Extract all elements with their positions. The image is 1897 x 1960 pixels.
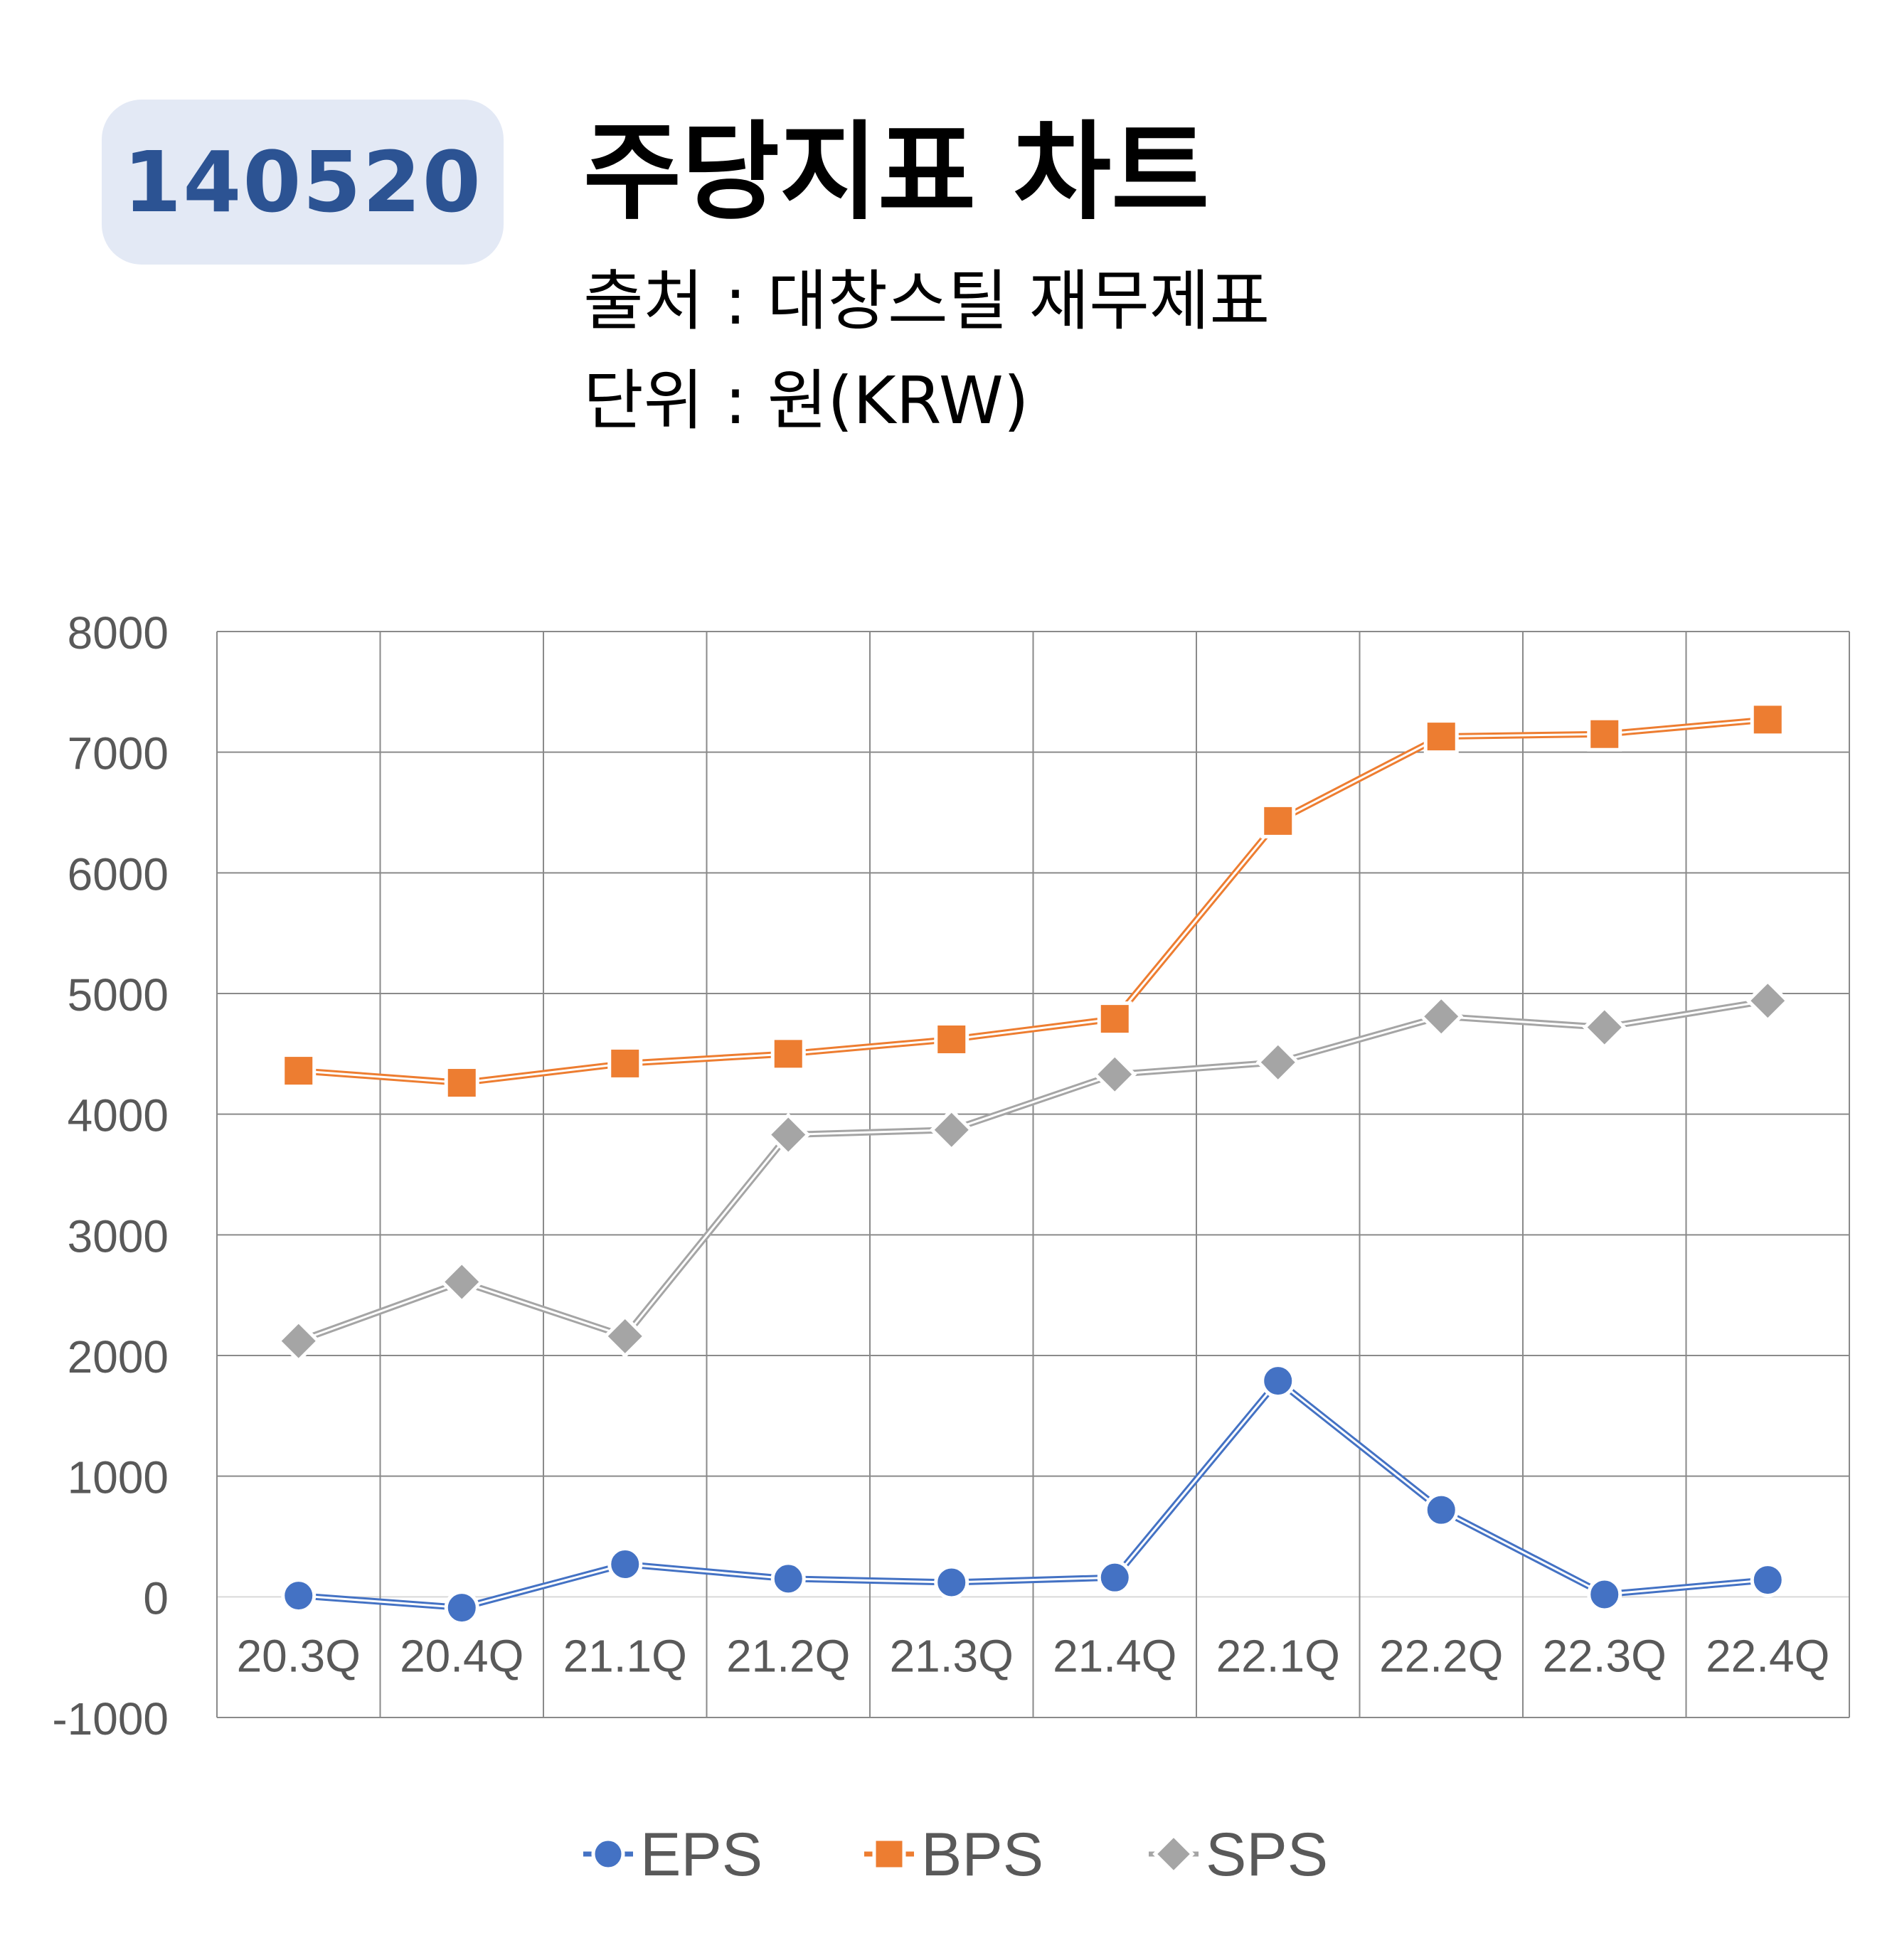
data-point-circle <box>1587 1577 1622 1612</box>
data-point-circle <box>934 1565 969 1600</box>
legend-label: SPS <box>1206 1821 1328 1889</box>
data-point-diamond <box>276 1319 321 1363</box>
x-tick-label: 21.4Q <box>1053 1630 1176 1681</box>
chart-legend: EPS BPS SPS <box>583 1821 1328 1889</box>
legend-label: BPS <box>921 1821 1043 1889</box>
x-tick-label: 20.3Q <box>237 1630 361 1681</box>
legend-item-sps: SPS <box>1149 1821 1328 1889</box>
y-tick-label: 6000 <box>68 848 169 900</box>
data-point-circle <box>281 1578 317 1614</box>
data-point-square <box>1260 803 1296 838</box>
y-tick-label: 0 <box>143 1572 169 1624</box>
series-line-inner <box>298 999 1768 1343</box>
data-point-diamond <box>766 1112 811 1157</box>
legend-label: EPS <box>640 1821 762 1889</box>
data-point-square <box>1423 719 1459 755</box>
data-point-square <box>1097 1001 1132 1037</box>
data-point-square <box>1750 702 1785 737</box>
y-tick-label: -1000 <box>52 1693 169 1745</box>
data-point-diamond <box>1093 1052 1137 1097</box>
x-tick-label: 22.1Q <box>1216 1630 1340 1681</box>
data-point-diamond <box>1152 1833 1195 1875</box>
legend-item-eps: EPS <box>583 1821 762 1889</box>
x-tick-label: 21.1Q <box>563 1630 687 1681</box>
data-point-diamond <box>1745 979 1790 1023</box>
chart-series <box>276 702 1790 1626</box>
x-tick-label: 22.3Q <box>1543 1630 1667 1681</box>
series-bps <box>281 702 1785 1101</box>
data-point-diamond <box>929 1107 974 1152</box>
x-tick-label: 22.4Q <box>1706 1630 1829 1681</box>
y-tick-label: 8000 <box>68 607 169 659</box>
data-point-circle <box>591 1837 625 1871</box>
x-tick-label: 22.2Q <box>1379 1630 1503 1681</box>
data-point-circle <box>1750 1562 1785 1598</box>
x-tick-label: 21.2Q <box>726 1630 850 1681</box>
data-point-diamond <box>1419 994 1464 1039</box>
data-point-diamond <box>440 1259 484 1304</box>
ticker-badge: 140520 <box>102 100 504 265</box>
data-point-square <box>444 1065 479 1101</box>
source-note: 출처 : 대창스틸 재무제표 <box>583 263 1270 339</box>
y-tick-label: 2000 <box>68 1331 169 1383</box>
data-point-square <box>934 1021 969 1057</box>
data-point-square <box>770 1036 806 1072</box>
series-sps <box>276 979 1790 1363</box>
unit-note: 단위 : 원(KRW) <box>583 363 1029 439</box>
data-point-circle <box>1097 1560 1132 1595</box>
data-point-circle <box>444 1590 479 1626</box>
series-eps <box>281 1363 1785 1626</box>
x-tick-label: 20.4Q <box>400 1630 524 1681</box>
data-point-circle <box>1423 1492 1459 1528</box>
y-tick-label: 3000 <box>68 1210 169 1262</box>
y-tick-label: 1000 <box>68 1452 169 1503</box>
data-point-circle <box>770 1561 806 1597</box>
series-line-inner <box>298 1380 1768 1609</box>
legend-item-bps: BPS <box>864 1821 1043 1889</box>
y-axis: 8000 7000 6000 5000 4000 3000 2000 1000 0 -1000 <box>52 607 169 1745</box>
data-point-circle <box>1260 1363 1296 1399</box>
y-tick-label: 5000 <box>68 969 169 1021</box>
data-point-square <box>872 1837 906 1871</box>
x-tick-label: 21.3Q <box>890 1630 1014 1681</box>
data-point-circle <box>607 1547 643 1582</box>
chart-title: 주당지표 차트 <box>583 111 1210 235</box>
y-tick-label: 7000 <box>68 728 169 779</box>
series-line-inner <box>298 718 1768 1085</box>
ticker-code: 140520 <box>123 133 482 231</box>
data-point-square <box>281 1053 317 1089</box>
chart-grid <box>216 631 1850 1718</box>
data-point-diamond <box>1582 1005 1627 1050</box>
line-chart: 8000 7000 6000 5000 4000 3000 2000 1000 0 -1000 2… <box>52 607 1850 1889</box>
x-axis: 20.3Q 20.4Q 21.1Q 21.2Q 21.3Q 21.4Q 22.1Q 22.2Q… <box>237 1630 1830 1681</box>
y-tick-label: 4000 <box>68 1090 169 1141</box>
data-point-square <box>1587 716 1622 752</box>
data-point-square <box>607 1045 643 1081</box>
data-point-diamond <box>602 1314 647 1358</box>
data-point-diamond <box>1255 1040 1300 1085</box>
